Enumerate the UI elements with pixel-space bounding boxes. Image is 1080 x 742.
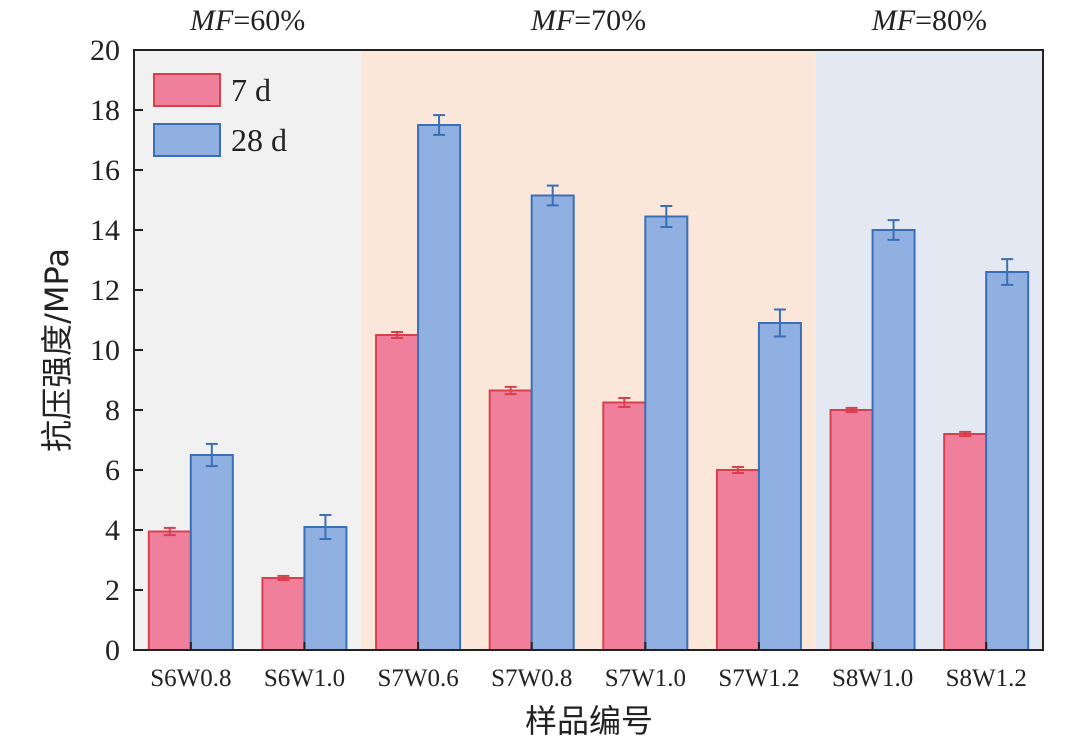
x-tick-label: S6W0.8 xyxy=(150,665,231,692)
bar-7d-S7W1.2 xyxy=(715,469,760,651)
errorbar-7d-S6W1.0 xyxy=(277,574,290,582)
bar-28d-S7W0.6 xyxy=(417,124,462,651)
bar-7d-S7W0.6 xyxy=(375,334,420,651)
errorbar-28d-S8W1.0 xyxy=(887,219,900,241)
errorbar-28d-S7W0.8 xyxy=(546,184,559,207)
x-tick-label: S8W1.0 xyxy=(832,665,913,692)
bar-28d-S8W1.0 xyxy=(871,229,916,651)
y-tick-label: 18 xyxy=(90,94,120,127)
errorbar-28d-S6W1.0 xyxy=(319,514,332,540)
errorbar-7d-S7W1.0 xyxy=(618,397,631,408)
x-tick-label: S7W1.2 xyxy=(718,665,799,692)
errorbar-7d-S7W1.2 xyxy=(731,466,744,474)
x-category-labels: S6W0.8 S6W1.0 S7W0.6 S7W0.8 S7W1.0 S7W1.2 S8W1… xyxy=(150,642,1027,692)
group-titles: MF=60% MF=70% MF=80% xyxy=(189,4,987,37)
legend: 7 d 28 d xyxy=(153,72,287,158)
errorbar-28d-S6W0.8 xyxy=(205,442,218,468)
bar-28d-S6W0.8 xyxy=(189,454,234,651)
y-tick-label: 6 xyxy=(105,454,120,487)
y-tick-label: 12 xyxy=(90,274,120,307)
group-title-0: MF=60% xyxy=(189,4,305,37)
x-tick-label: S7W0.6 xyxy=(377,665,458,692)
x-tick-label: S8W1.2 xyxy=(946,665,1027,692)
errorbar-28d-S7W1.0 xyxy=(660,205,673,228)
y-tick-label: 0 xyxy=(105,634,120,667)
group-title-2: MF=80% xyxy=(871,4,987,37)
errorbar-28d-S7W1.2 xyxy=(773,308,786,338)
x-axis-title: 样品编号 xyxy=(525,702,653,740)
errorbar-7d-S7W0.6 xyxy=(391,331,404,339)
legend-swatch xyxy=(153,123,221,157)
y-tick-label: 4 xyxy=(105,514,120,547)
x-tick-label: S6W1.0 xyxy=(264,665,345,692)
bar-7d-S7W0.8 xyxy=(488,389,533,651)
legend-swatch xyxy=(153,73,221,107)
bar-28d-S7W1.0 xyxy=(644,215,689,651)
y-tick-label: 20 xyxy=(90,34,120,67)
bar-7d-S8W1.2 xyxy=(943,433,988,651)
errorbar-7d-S7W0.8 xyxy=(504,385,517,396)
legend-label: 7 d xyxy=(231,72,271,108)
errorbar-28d-S8W1.2 xyxy=(1001,258,1014,286)
bar-7d-S8W1.0 xyxy=(829,409,874,651)
bar-28d-S7W1.2 xyxy=(757,322,802,651)
y-ticks: 0 2 4 6 8 10 12 14 16 18 20 xyxy=(90,34,143,667)
y-tick-label: 14 xyxy=(90,214,120,247)
bars xyxy=(147,124,1030,651)
errorbar-7d-S8W1.2 xyxy=(959,430,972,438)
y-tick-label: 16 xyxy=(90,154,120,187)
errorbar-7d-S8W1.0 xyxy=(845,406,858,414)
legend-label: 28 d xyxy=(231,122,287,158)
errorbar-7d-S6W0.8 xyxy=(163,526,176,537)
group-title-1: MF=70% xyxy=(530,4,646,37)
bar-7d-S6W0.8 xyxy=(147,530,192,651)
bar-28d-S8W1.2 xyxy=(985,271,1030,651)
error-bars xyxy=(163,114,1014,582)
x-tick-label: S7W1.0 xyxy=(605,665,686,692)
legend-item-7d: 7 d xyxy=(153,72,271,108)
legend-item-28d: 28 d xyxy=(153,122,287,158)
errorbar-28d-S7W0.6 xyxy=(433,114,446,136)
y-axis-title: 抗压强度/MPa xyxy=(38,248,76,452)
bar-7d-S7W1.0 xyxy=(602,401,647,651)
bar-28d-S7W0.8 xyxy=(530,194,575,651)
y-tick-label: 2 xyxy=(105,574,120,607)
bar-7d-S6W1.0 xyxy=(261,577,306,651)
y-tick-label: 8 xyxy=(105,394,120,427)
y-tick-label: 10 xyxy=(90,334,120,367)
x-tick-label: S7W0.8 xyxy=(491,665,572,692)
bar-28d-S6W1.0 xyxy=(303,526,348,651)
